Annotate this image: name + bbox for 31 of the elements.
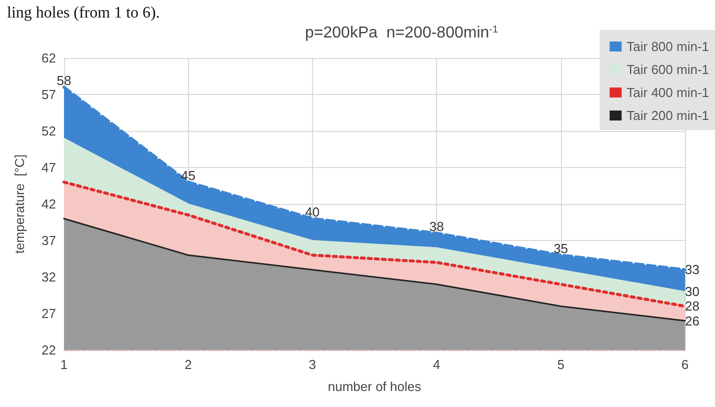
data-label: 58 [56, 73, 72, 88]
y-tick-label: 62 [42, 50, 56, 66]
x-tick-label: 5 [557, 357, 564, 372]
data-label: 30 [685, 284, 700, 300]
data-label: 26 [685, 313, 700, 328]
y-tick-label: 47 [42, 160, 56, 175]
data-label: 28 [685, 298, 700, 314]
data-label: 40 [305, 204, 320, 220]
x-tick-label: 4 [432, 357, 440, 372]
text: ling holes (from 1 to 6). [7, 4, 160, 22]
x-tick-label: 6 [681, 357, 689, 372]
y-tick-label: 22 [42, 342, 56, 358]
y-tick-label: 52 [42, 124, 56, 138]
y-tick-label: 37 [42, 233, 56, 248]
x-tick-label: 2 [184, 357, 192, 372]
y-tick-label: 57 [42, 87, 56, 102]
data-label: 35 [554, 241, 568, 256]
y-tick-label: 42 [42, 196, 56, 212]
legend-label: Tair 200 min-1 [626, 108, 710, 123]
data-label: 45 [180, 168, 196, 184]
x-axis-title: number of holes [328, 379, 422, 394]
legend-label: Tair 600 min-1 [626, 62, 710, 77]
y-axis-title: temperature [°C] [12, 154, 27, 254]
data-label: 33 [685, 262, 700, 278]
data-label: 38 [429, 219, 444, 234]
y-tick-label: 32 [42, 270, 56, 284]
y-tick-label: 27 [42, 306, 56, 321]
x-tick-label: 3 [308, 357, 316, 372]
legend-label: Tair 800 min-1 [626, 39, 710, 54]
legend-label: Tair 400 min-1 [626, 85, 710, 100]
x-tick-label: 1 [60, 357, 68, 372]
